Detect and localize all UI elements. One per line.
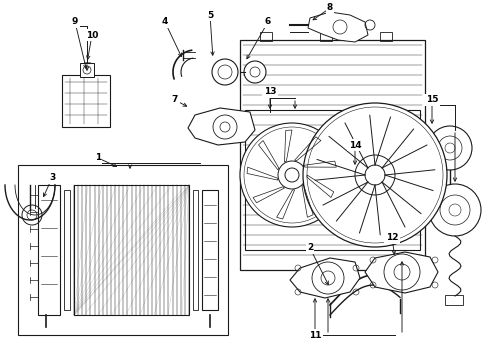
Text: 7: 7 bbox=[172, 95, 178, 104]
Text: 1: 1 bbox=[95, 153, 101, 162]
Text: 3: 3 bbox=[49, 174, 55, 183]
Circle shape bbox=[429, 184, 481, 236]
Bar bbox=[18, 165, 228, 335]
Circle shape bbox=[428, 126, 472, 170]
Circle shape bbox=[365, 165, 385, 185]
Text: 10: 10 bbox=[86, 31, 98, 40]
Text: 15: 15 bbox=[426, 95, 438, 104]
Bar bbox=[38, 185, 60, 315]
Polygon shape bbox=[290, 258, 360, 298]
Bar bbox=[80, 63, 94, 77]
Text: 8: 8 bbox=[327, 4, 333, 13]
Circle shape bbox=[212, 59, 238, 85]
Bar bbox=[380, 32, 392, 41]
Polygon shape bbox=[188, 108, 255, 145]
Text: 2: 2 bbox=[307, 243, 313, 252]
Bar bbox=[193, 190, 198, 310]
Circle shape bbox=[240, 123, 344, 227]
Bar bbox=[74, 185, 189, 315]
Text: 9: 9 bbox=[72, 18, 78, 27]
Text: 12: 12 bbox=[386, 234, 398, 243]
Bar bbox=[64, 190, 70, 310]
Text: 13: 13 bbox=[264, 87, 276, 96]
Text: 4: 4 bbox=[162, 18, 168, 27]
Bar bbox=[62, 75, 110, 127]
Circle shape bbox=[285, 168, 299, 182]
Text: 5: 5 bbox=[207, 10, 213, 19]
Bar bbox=[445, 295, 463, 305]
Bar bbox=[320, 32, 332, 41]
Bar bbox=[202, 190, 218, 310]
Circle shape bbox=[244, 61, 266, 83]
Polygon shape bbox=[365, 252, 438, 293]
Text: 6: 6 bbox=[265, 18, 271, 27]
Text: 14: 14 bbox=[349, 140, 361, 149]
Circle shape bbox=[303, 103, 447, 247]
Bar bbox=[240, 40, 425, 270]
Bar bbox=[245, 110, 420, 250]
Polygon shape bbox=[308, 12, 368, 42]
Text: 11: 11 bbox=[309, 330, 321, 339]
Bar bbox=[260, 32, 272, 41]
